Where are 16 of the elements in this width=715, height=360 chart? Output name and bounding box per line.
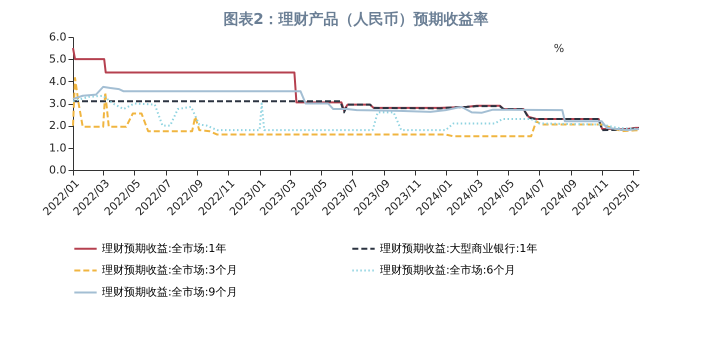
annotation: % (554, 42, 564, 55)
line-series (72, 77, 640, 138)
legend-label: 理财预期收益:全市场:1年 (102, 242, 226, 255)
y-tick-label: 1.0 (49, 141, 66, 154)
legend-label: 理财预期收益:全市场:3个月 (102, 264, 238, 276)
y-tick-label: 5.0 (49, 52, 66, 66)
legend-label: 理财预期收益:全市场:6个月 (380, 264, 516, 276)
y-tick-label: 4.0 (49, 74, 66, 88)
y-tick-label: 3.0 (49, 97, 66, 110)
y-tick-label: 0.0 (49, 164, 66, 176)
chart-title: 图表2：理财产品（人民币）预期收益率 (223, 10, 489, 28)
legend-label: 理财预期收益:全市场:9个月 (102, 286, 238, 298)
legend-label: 理财预期收益:大型商业银行:1年 (380, 242, 538, 255)
line-series (72, 86, 640, 132)
y-tick-label: 6.0 (49, 30, 66, 44)
y-tick-label: 2.0 (49, 119, 66, 132)
